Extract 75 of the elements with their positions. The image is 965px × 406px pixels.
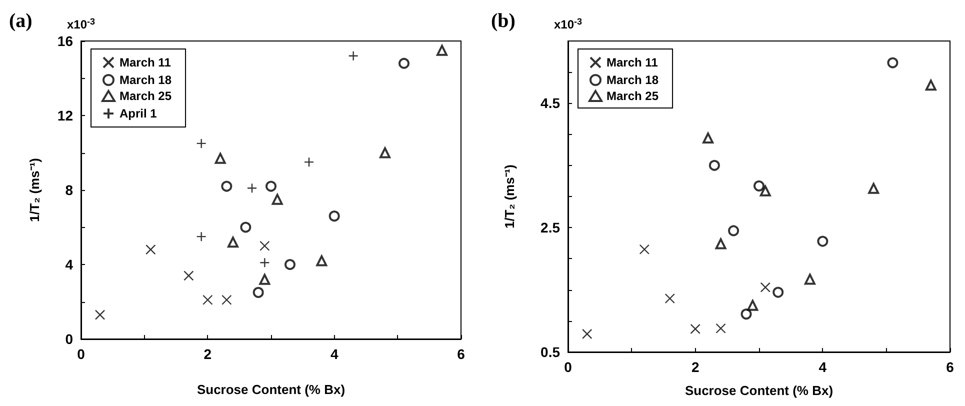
legend-label: March 25	[120, 89, 172, 103]
chart-title: (b)	[491, 10, 516, 32]
point	[804, 274, 816, 285]
point	[398, 58, 410, 69]
x-tick-label: 2	[691, 359, 700, 375]
y-axis-title: 1/T₂ (ms⁻¹)	[27, 158, 42, 222]
y-tick-label: 4	[65, 256, 74, 272]
point	[196, 138, 206, 149]
x-axis-title: Sucrose Content (% Bx)	[196, 382, 346, 397]
point	[716, 323, 726, 334]
point	[260, 258, 270, 268]
y-tick-label: 4.5	[540, 95, 560, 112]
point	[316, 255, 328, 266]
point	[690, 324, 700, 334]
point	[246, 183, 258, 194]
point	[582, 328, 592, 340]
y-tick-label: 2.5	[540, 220, 560, 236]
point	[887, 57, 898, 68]
y-tick-label: 0	[65, 331, 74, 347]
y-tick-label: 8	[65, 182, 74, 198]
legend-label: April 1	[120, 106, 158, 120]
point	[925, 80, 936, 91]
point	[252, 286, 264, 298]
chart-title: (a)	[9, 10, 32, 32]
legend-label: March 18	[606, 73, 659, 87]
point	[740, 308, 752, 320]
point	[240, 222, 252, 233]
point	[639, 244, 650, 254]
x-tick-label: 6	[457, 346, 466, 362]
point	[196, 231, 206, 242]
y-axis-title: 1/T₂ (ms⁻¹)	[502, 164, 517, 228]
x-tick-label: 0	[77, 346, 86, 362]
point	[760, 282, 770, 292]
point	[436, 44, 448, 56]
x-axis-title: Sucrose Content (% Bx)	[684, 383, 834, 398]
point	[94, 310, 106, 320]
point	[221, 180, 232, 192]
point	[348, 50, 358, 61]
legend-label: March 11	[606, 56, 658, 70]
point	[214, 152, 226, 164]
y-tick-label: 12	[57, 108, 74, 124]
point	[228, 236, 238, 248]
point	[284, 259, 296, 270]
x-tick-label: 2	[204, 346, 212, 362]
point	[222, 294, 232, 305]
point	[266, 180, 276, 192]
legend-label: March 11	[120, 56, 172, 70]
y-tick-label: 0.5	[540, 344, 560, 360]
y-tick-label: 16	[57, 33, 74, 49]
point	[754, 180, 764, 192]
point	[817, 236, 828, 247]
point	[708, 160, 720, 171]
point	[664, 293, 675, 304]
legend-label: March 25	[606, 89, 659, 103]
point	[202, 294, 213, 305]
point	[747, 300, 758, 311]
point	[146, 244, 156, 255]
legend-label: March 18	[120, 73, 172, 87]
point	[760, 185, 771, 196]
point	[715, 238, 726, 250]
point	[184, 270, 194, 281]
x-tick-label: 4	[818, 359, 827, 375]
point	[260, 240, 270, 251]
x-tick-label: 6	[946, 359, 954, 375]
point	[272, 194, 283, 205]
point	[772, 286, 784, 298]
point	[728, 225, 740, 236]
x-tick-label: 4	[330, 346, 338, 362]
point	[304, 156, 314, 168]
point	[259, 274, 270, 285]
point	[868, 182, 880, 194]
point	[380, 147, 390, 158]
point	[328, 210, 340, 222]
x-tick-label: 0	[564, 359, 572, 375]
point	[702, 132, 714, 144]
